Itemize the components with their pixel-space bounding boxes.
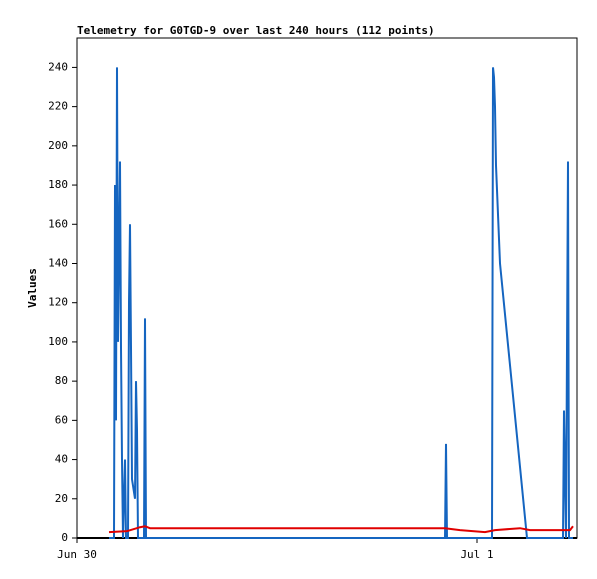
y-tick-label: 0 bbox=[61, 531, 68, 544]
y-tick-label: 200 bbox=[48, 139, 68, 152]
y-tick-label: 160 bbox=[48, 217, 68, 230]
y-tick-label: 60 bbox=[55, 413, 68, 426]
y-tick-label: 220 bbox=[48, 100, 68, 113]
y-axis-label: Values bbox=[26, 268, 39, 308]
chart-title: Telemetry for G0TGD-9 over last 240 hour… bbox=[77, 24, 435, 37]
series-line bbox=[109, 67, 573, 539]
y-tick-label: 40 bbox=[55, 453, 68, 466]
x-tick-label: Jul 1 bbox=[460, 548, 493, 561]
y-tick-label: 240 bbox=[48, 60, 68, 73]
x-tick-label: Jun 30 bbox=[57, 548, 97, 561]
series-line bbox=[108, 525, 574, 534]
y-tick-label: 20 bbox=[55, 492, 68, 505]
y-tick-label: 140 bbox=[48, 256, 68, 269]
y-tick-label: 80 bbox=[55, 374, 68, 387]
y-tick-label: 180 bbox=[48, 178, 68, 191]
y-tick-label: 120 bbox=[48, 296, 68, 309]
y-tick-label: 100 bbox=[48, 335, 68, 348]
